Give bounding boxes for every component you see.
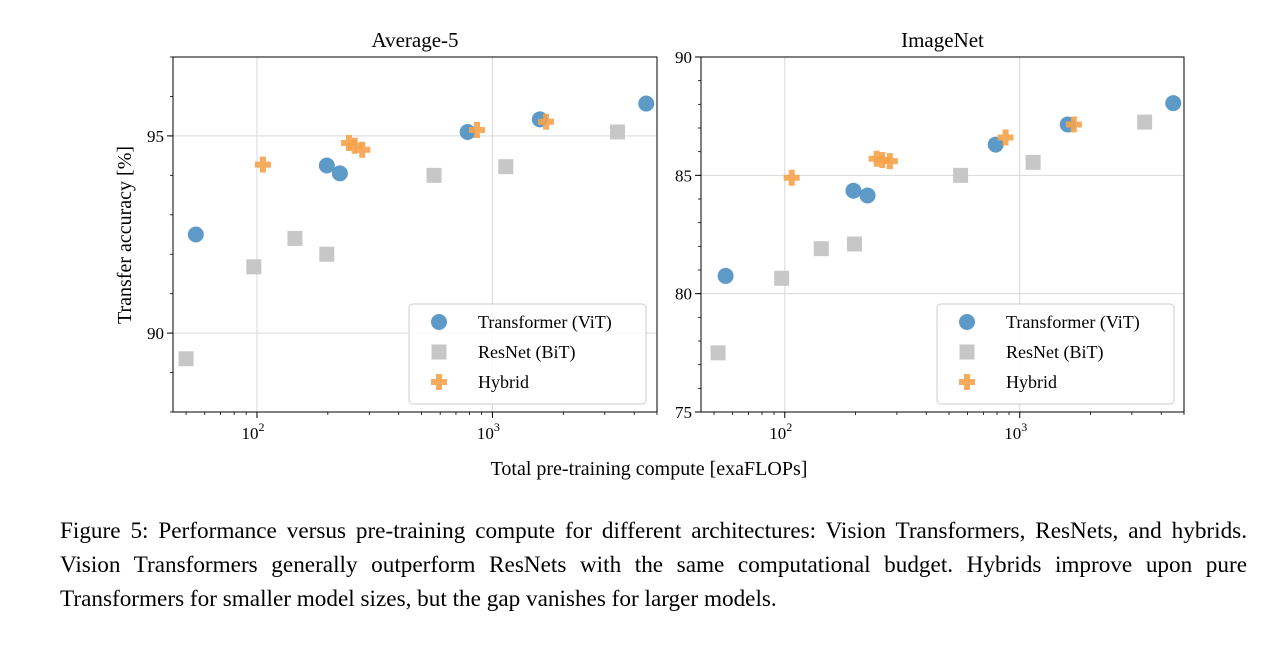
y-tick-label: 75 [675,403,692,422]
data-point [1137,114,1153,130]
plot-frame [700,56,1185,413]
y-tick-label: 90 [147,324,164,343]
legend-label: Hybrid [1006,372,1057,392]
y-axis-label: Transfer accuracy [%] [114,146,136,324]
data-point [881,153,898,170]
data-point [774,270,790,286]
legend-marker [431,314,447,330]
data-point [717,267,734,284]
data-point [1025,154,1041,170]
legend-label: ResNet (BiT) [1006,342,1103,363]
x-tick-label: 103 [1004,420,1027,443]
data-point [859,187,876,204]
x-axis-label: Total pre-training compute [exaFLOPs] [491,458,808,480]
data-point [246,259,262,275]
y-tick-label: 80 [675,285,692,304]
legend-marker [959,314,975,330]
chart-panel-1: 102 103 75 80 85 90 ImageNet Transformer (ViT) R… [675,28,1185,443]
data-point [638,95,655,112]
legend-label: ResNet (BiT) [478,342,575,363]
data-point [331,165,348,182]
data-point [610,124,626,140]
chart-title: ImageNet [901,28,984,52]
data-point [783,169,800,186]
legend-marker [959,374,975,390]
plot-frame [172,56,658,413]
data-point [710,345,726,361]
data-point [1165,95,1182,112]
data-point [426,167,442,183]
data-point [468,121,485,138]
legend-marker [959,344,975,360]
figure-caption: Figure 5: Performance versus pre-trainin… [60,518,1247,612]
data-point [318,157,335,174]
data-point [254,156,271,173]
x-tick-label: 103 [477,420,500,443]
chart-title: Average-5 [371,28,458,52]
x-tick-label: 102 [769,420,792,443]
x-tick-label: 102 [241,420,264,443]
data-point [813,241,829,257]
data-point [846,236,862,252]
data-point [498,159,514,175]
data-point [178,351,194,367]
y-tick-label: 90 [675,48,692,67]
chart-panel-0: 102 103 90 95 Average-5 Transformer (ViT) ResN… [147,28,658,443]
legend-label: Transformer (ViT) [1006,312,1140,333]
legend-label: Hybrid [478,372,529,392]
legend-label: Transformer (ViT) [478,312,612,333]
data-point [319,246,335,262]
y-tick-label: 85 [675,166,692,185]
legend-box [936,303,1175,405]
data-point [953,167,969,183]
data-point [346,137,363,154]
legend: Transformer (ViT) ResNet (BiT) Hybrid [936,303,1175,405]
data-point [287,230,303,246]
data-point [987,136,1004,153]
legend-marker [431,374,447,390]
data-point [187,226,204,243]
legend: Transformer (ViT) ResNet (BiT) Hybrid [408,303,647,405]
data-point [845,182,862,199]
data-point [997,129,1014,146]
y-tick-label: 95 [147,127,164,146]
legend-marker [431,344,447,360]
figure-canvas: Transfer accuracy [%] Total pre-training… [114,28,1185,480]
data-point [1065,116,1082,133]
legend-box [408,303,647,405]
data-point [538,113,555,130]
data-point [354,141,371,158]
